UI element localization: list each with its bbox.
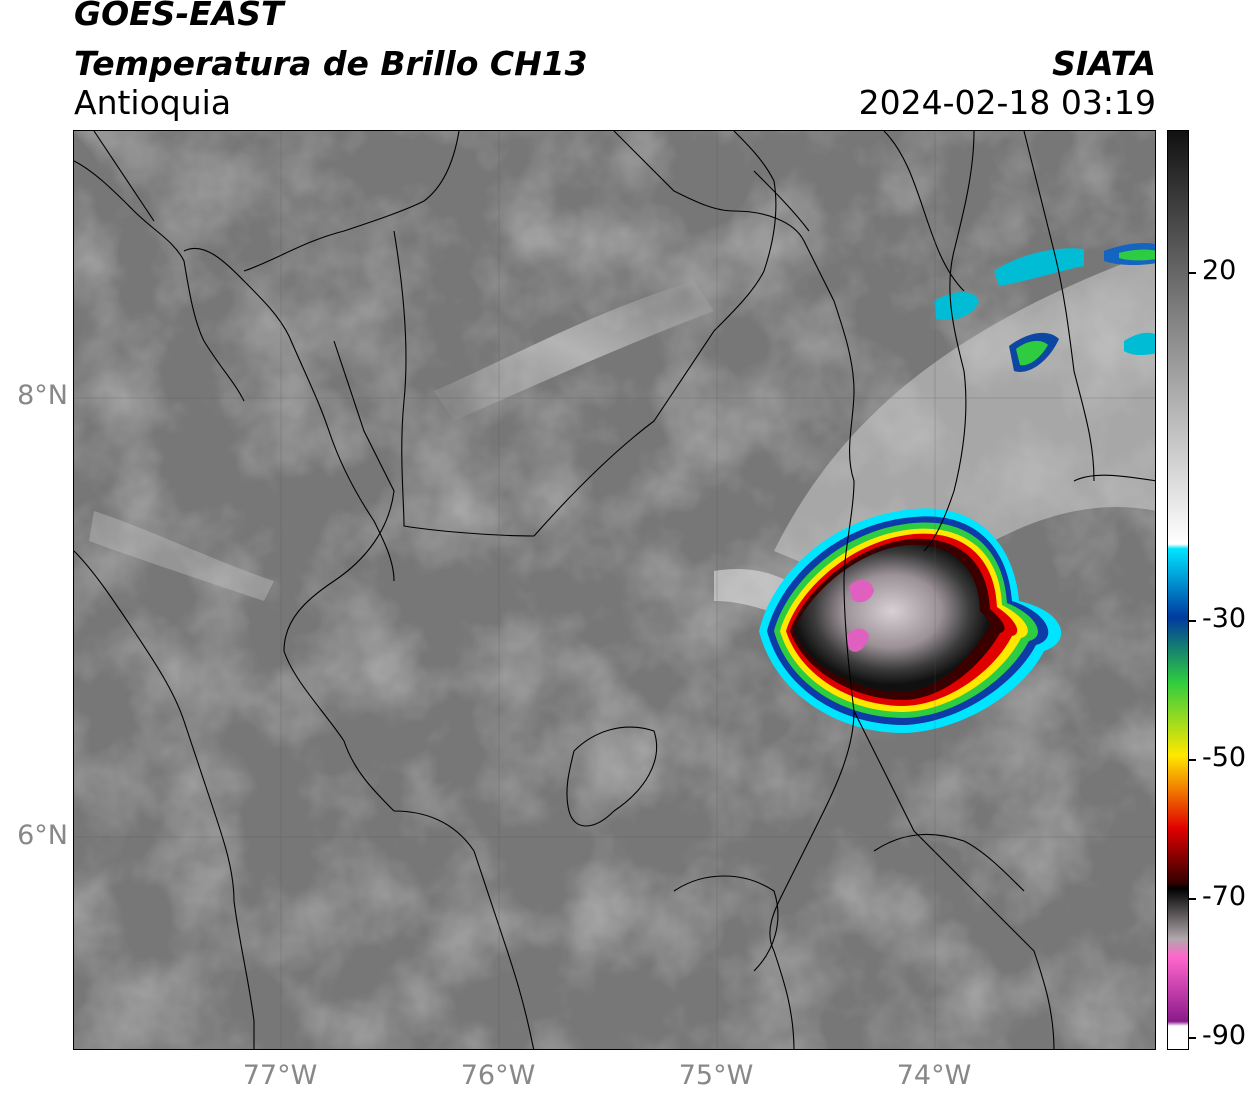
- colorbar-tick: [1189, 272, 1196, 274]
- lon-label-77w: 77°W: [242, 1060, 318, 1091]
- colorbar-tick: [1189, 1037, 1196, 1039]
- lon-label-76w: 76°W: [460, 1060, 536, 1091]
- colorbar-label-20: 20: [1202, 255, 1237, 286]
- graticule: [74, 131, 1155, 1049]
- satellite-title: GOES-EAST: [74, 0, 284, 33]
- temperature-colorbar: [1167, 130, 1189, 1050]
- colorbar-label-minus90: -90: [1202, 1020, 1247, 1051]
- lon-label-75w: 75°W: [678, 1060, 754, 1091]
- satellite-image: [74, 131, 1155, 1049]
- convective-storm: [759, 508, 1062, 733]
- organization-label: SIATA: [1052, 44, 1156, 83]
- colorbar-label-minus50: -50: [1202, 742, 1247, 773]
- administrative-borders: [74, 131, 1155, 1049]
- colorbar-tick: [1189, 759, 1196, 761]
- map-panel: [73, 130, 1156, 1050]
- cold-cloud-patches: [934, 243, 1155, 372]
- colorbar-tick: [1189, 898, 1196, 900]
- colorbar-tick: [1189, 620, 1196, 622]
- colorbar-label-minus70: -70: [1202, 881, 1247, 912]
- lon-label-74w: 74°W: [896, 1060, 972, 1091]
- datetime-label: 2024-02-18 03:19: [858, 83, 1156, 122]
- lat-label-6n: 6°N: [17, 820, 68, 851]
- colorbar-label-minus30: -30: [1202, 603, 1247, 634]
- region-title: Antioquia: [74, 83, 232, 122]
- product-title: Temperatura de Brillo CH13: [74, 44, 588, 83]
- lat-label-8n: 8°N: [17, 380, 68, 411]
